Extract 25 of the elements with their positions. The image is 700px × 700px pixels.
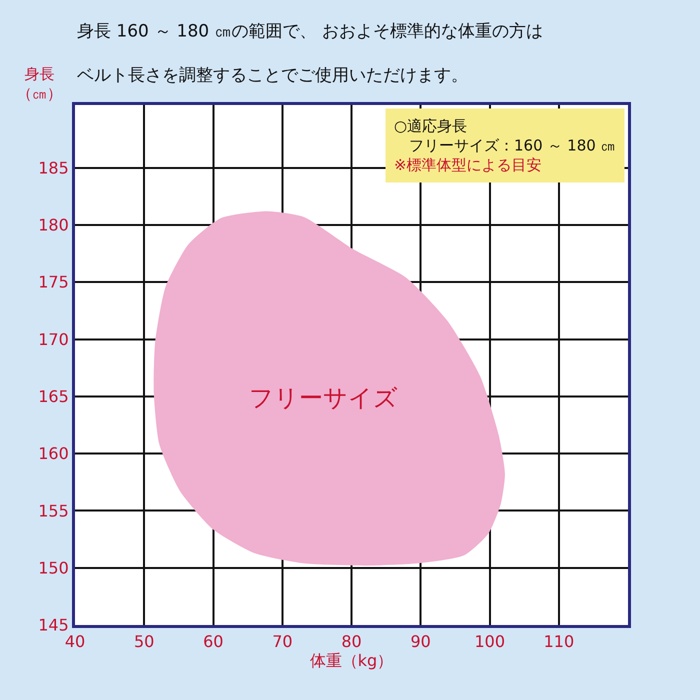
x-tick-label: 70 [272, 632, 293, 652]
chart-subtitle: ベルト長さを調整することでご使用いただけます。 [77, 66, 468, 86]
x-tick-label: 60 [203, 632, 224, 652]
y-axis-title: 身長（㎝） [17, 65, 62, 102]
annotation: ○適応身長 [394, 117, 468, 135]
x-tick-label: 80 [341, 632, 362, 652]
chart-title: 身長 160 ～ 180 ㎝の範囲で、 おおよそ標準的な体重の方は [77, 21, 543, 42]
y-tick-label: 185 [38, 158, 69, 178]
y-tick-label: 165 [38, 387, 69, 406]
x-tick-label: 90 [410, 632, 431, 652]
y-tick-label: 160 [38, 444, 69, 464]
y-tick-label: 150 [38, 558, 69, 578]
annotation: フリーサイズ：160 ～ 180 ㎝ [394, 136, 616, 154]
y-tick-label: 175 [38, 272, 69, 292]
x-tick-label: 50 [134, 632, 154, 652]
y-tick-label: 170 [38, 330, 69, 349]
y-tick-label: 155 [38, 501, 69, 520]
annotation: ※標準体型による目安 [394, 156, 542, 174]
x-tick-label: 100 [474, 632, 506, 652]
x-tick-label: 110 [544, 632, 574, 652]
y-tick-label: 180 [38, 216, 69, 235]
y-tick-label: 145 [38, 616, 69, 635]
x-tick-label: 40 [64, 632, 86, 652]
x-axis-title: 体重（kg） [310, 651, 394, 670]
series-label: フリーサイズ [249, 384, 398, 412]
